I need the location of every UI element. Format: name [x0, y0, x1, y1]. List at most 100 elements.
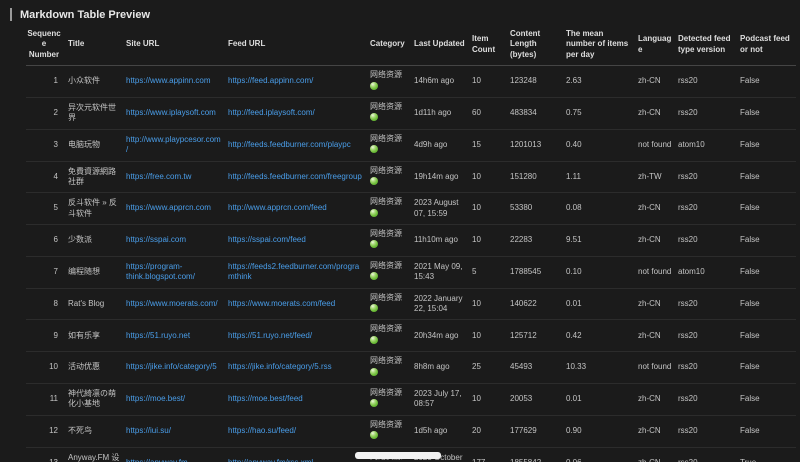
cell-mean-items-per-day: 0.90 [566, 415, 638, 448]
cell-feed-type-version: rss20 [678, 415, 740, 448]
site-url-link[interactable]: https://moe.best/ [126, 394, 186, 404]
cell-last-updated: 20h34m ago [414, 319, 472, 353]
table-row: 2 异次元软件世界 https://www.iplaysoft.com http://… [26, 97, 796, 130]
cell-item-count: 10 [472, 288, 510, 321]
cell-feed-type-version: rss20 [678, 65, 740, 98]
site-url-link[interactable]: http://www.playpcesor.com/ [126, 134, 221, 155]
col-header-content-length: Content Length (bytes) [510, 27, 566, 67]
page-header: Markdown Table Preview [0, 0, 800, 25]
cell-feed-url: http://feeds.feedburner.com/freegroup [228, 161, 370, 194]
feed-url-link[interactable]: http://www.apprcn.com/feed [228, 203, 327, 213]
cell-item-count: 5 [472, 256, 510, 289]
green-circle-icon [370, 113, 378, 122]
cell-item-count: 20 [472, 415, 510, 448]
cell-language: not found [638, 256, 678, 289]
cell-mean-items-per-day: 0.10 [566, 256, 638, 289]
cell-title: 编程随想 [68, 256, 126, 289]
cell-sequence-number: 9 [26, 319, 68, 353]
site-url-link[interactable]: https://51.ruyo.net [126, 330, 191, 340]
cell-title: Anyway.FM 设计杂谈 [68, 447, 126, 462]
cell-item-count: 10 [472, 383, 510, 416]
green-circle-icon [370, 208, 378, 217]
cell-podcast-feed: False [740, 351, 796, 384]
cell-item-count: 10 [472, 192, 510, 226]
category-label: 网络资源 [370, 70, 402, 80]
header-row: Sequence Number Title Site URL Feed URL … [26, 27, 796, 67]
site-url-link[interactable]: https://www.iplaysoft.com [126, 108, 216, 118]
cell-podcast-feed: False [740, 161, 796, 194]
cell-feed-type-version: atom10 [678, 256, 740, 289]
cell-mean-items-per-day: 0.75 [566, 97, 638, 130]
feed-url-link[interactable]: https://moe.best/feed [228, 394, 303, 404]
horizontal-scrollbar-thumb[interactable] [355, 452, 441, 459]
feed-url-link[interactable]: https://www.moerats.com/feed [228, 298, 336, 308]
cell-last-updated: 1d11h ago [414, 97, 472, 130]
green-circle-icon [370, 240, 378, 249]
green-circle-icon [370, 304, 378, 313]
cell-sequence-number: 3 [26, 129, 68, 162]
feed-url-link[interactable]: http://feeds.feedburner.com/playpc [228, 139, 351, 149]
site-url-link[interactable]: https://sspai.com [126, 235, 187, 245]
cell-sequence-number: 6 [26, 224, 68, 257]
cell-podcast-feed: False [740, 65, 796, 98]
cell-feed-url: https://feeds2.feedburner.com/programthi… [228, 256, 370, 289]
feed-url-link[interactable]: https://hao.su/feed/ [228, 425, 297, 435]
site-url-link[interactable]: https://iui.su/ [126, 425, 171, 435]
cell-item-count: 10 [472, 319, 510, 353]
cell-mean-items-per-day: 0.01 [566, 383, 638, 416]
feed-url-link[interactable]: https://sspai.com/feed [228, 235, 306, 245]
cell-site-url: https://www.moerats.com/ [126, 288, 228, 321]
table-row: 8 Rat's Blog https://www.moerats.com/https… [26, 288, 796, 321]
site-url-link[interactable]: https://www.apprcn.com [126, 203, 211, 213]
category-label: 网络资源 [370, 101, 402, 111]
cell-title: 少数派 [68, 224, 126, 257]
cell-feed-url: https://jike.info/category/5.rss [228, 351, 370, 384]
cell-mean-items-per-day: 0.08 [566, 192, 638, 226]
cell-content-length: 45493 [510, 351, 566, 384]
cell-podcast-feed: False [740, 319, 796, 353]
cell-category: 网络资源 [370, 351, 414, 384]
site-url-link[interactable]: https://www.appinn.com [126, 76, 211, 86]
category-label: 网络资源 [370, 165, 402, 175]
cell-category: 网络资源 [370, 97, 414, 130]
feed-url-link[interactable]: https://51.ruyo.net/feed/ [228, 330, 313, 340]
cell-content-length: 140622 [510, 288, 566, 321]
category-label: 网络资源 [370, 419, 402, 429]
title-quote-bar [10, 8, 12, 21]
cell-mean-items-per-day: 10.33 [566, 351, 638, 384]
feed-url-link[interactable]: http://anyway.fm/rss.xml [228, 458, 313, 462]
cell-site-url: https://51.ruyo.net [126, 319, 228, 353]
col-header-language: Language [638, 27, 678, 67]
cell-language: zh-CN [638, 224, 678, 257]
feed-url-link[interactable]: https://feed.appinn.com/ [228, 76, 314, 86]
feed-url-link[interactable]: https://feeds2.feedburner.com/programthi… [228, 261, 360, 282]
cell-podcast-feed: True [740, 447, 796, 462]
feed-url-link[interactable]: https://jike.info/category/5.rss [228, 362, 332, 372]
cell-last-updated: 2022 January 22, 15:04 [414, 288, 472, 321]
site-url-link[interactable]: https://free.com.tw [126, 171, 192, 181]
site-url-link[interactable]: https://anyway.fm [126, 458, 188, 462]
cell-content-length: 177629 [510, 415, 566, 448]
site-url-link[interactable]: https://www.moerats.com/ [126, 298, 218, 308]
cell-last-updated: 2021 May 09, 15:43 [414, 256, 472, 289]
cell-site-url: https://program-think.blogspot.com/ [126, 256, 228, 289]
cell-last-updated: 11h10m ago [414, 224, 472, 257]
cell-feed-type-version: rss20 [678, 161, 740, 194]
cell-title: 异次元软件世界 [68, 97, 126, 130]
feed-url-link[interactable]: http://feed.iplaysoft.com/ [228, 108, 315, 118]
cell-content-length: 20053 [510, 383, 566, 416]
cell-feed-type-version: rss20 [678, 288, 740, 321]
category-label: 网络资源 [370, 260, 402, 270]
cell-category: 网络资源 [370, 192, 414, 226]
green-circle-icon [370, 145, 378, 154]
cell-content-length: 123248 [510, 65, 566, 98]
site-url-link[interactable]: https://program-think.blogspot.com/ [126, 261, 195, 282]
site-url-link[interactable]: https://jike.info/category/5 [126, 362, 217, 372]
cell-sequence-number: 1 [26, 65, 68, 98]
table-row: 10 活动优惠 https://jike.info/category/5 https:… [26, 351, 796, 384]
cell-language: not found [638, 129, 678, 162]
table-row: 1 小众软件 https://www.appinn.com https://feed.… [26, 65, 796, 98]
feed-url-link[interactable]: http://feeds.feedburner.com/freegroup [228, 171, 362, 181]
cell-site-url: https://free.com.tw [126, 161, 228, 194]
cell-feed-type-version: rss20 [678, 192, 740, 226]
